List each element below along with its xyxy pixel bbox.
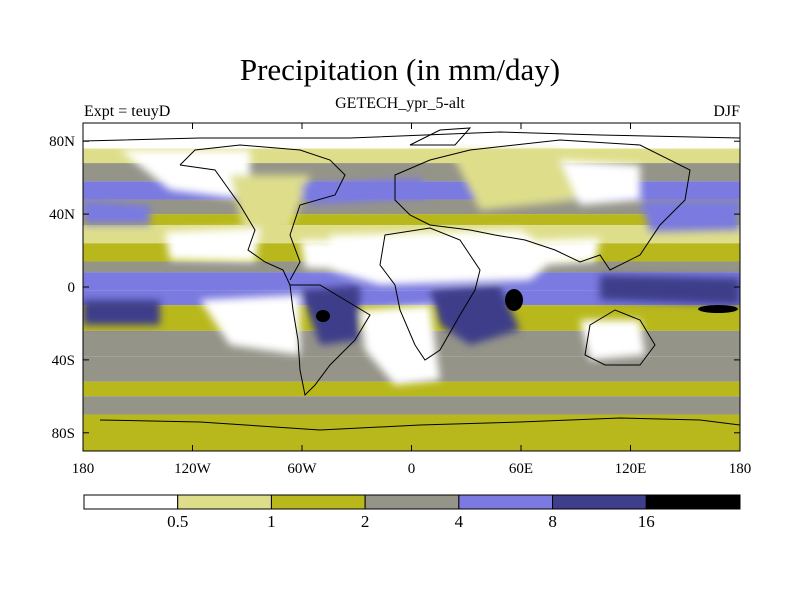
y-tick-label: 80N <box>49 134 75 150</box>
color-bar-swatch <box>458 494 554 510</box>
central-pacific-wet-patch <box>83 300 160 325</box>
chart-subtitle: GETECH_ypr_5-alt <box>335 95 465 112</box>
coastlines <box>83 127 740 431</box>
north-america-dry-patch <box>120 150 250 200</box>
experiment-label: Expt = teuyD <box>84 103 171 120</box>
north-pacific-east-storm-track <box>83 200 150 225</box>
color-bar <box>83 494 741 510</box>
x-tick-label: 60W <box>287 461 317 477</box>
latitude-band <box>83 214 740 226</box>
color-bar-swatch <box>552 494 647 510</box>
latitude-band <box>83 381 740 397</box>
eurasia-light-patch <box>450 150 580 210</box>
color-bar-swatch <box>645 494 741 510</box>
west-pacific-maximum <box>698 305 738 313</box>
color-bar-swatch <box>270 494 366 510</box>
north-america-light-patch <box>230 175 310 235</box>
color-bar-label: 0.5 <box>167 512 188 531</box>
north-america-coast <box>179 164 291 286</box>
latitude-band <box>83 396 740 415</box>
x-tick-label: 120W <box>174 461 212 477</box>
sahara-dry-patch <box>330 230 560 285</box>
south-america-maximum <box>316 310 330 322</box>
antarctica-coast <box>99 417 740 431</box>
siberia-dry-patch <box>560 160 640 205</box>
chart-title: Precipitation (in mm/day) <box>239 52 561 87</box>
color-bar-label: 8 <box>548 512 557 531</box>
y-tick-label: 40N <box>49 207 75 223</box>
color-bar-label: 1 <box>267 512 276 531</box>
north-america-east-coast <box>179 144 346 281</box>
y-tick-label: 0 <box>68 280 76 296</box>
india-dry-patch <box>540 238 600 265</box>
x-tick-label: 120E <box>615 461 647 477</box>
africa-coast <box>379 227 481 361</box>
north-pacific-storm-track <box>640 200 740 232</box>
color-bar-swatch <box>83 494 179 510</box>
color-bar-label: 16 <box>638 512 655 531</box>
latitude-band <box>83 414 740 451</box>
south-atlantic-dry-patch <box>360 305 440 385</box>
color-bar-swatch <box>364 494 460 510</box>
x-tick-label: 180 <box>72 461 95 477</box>
x-tick-label: 60E <box>509 461 533 477</box>
y-tick-label: 40S <box>52 353 75 369</box>
x-axis: 180 120W 60W 0 60E 120E 180 <box>72 123 752 477</box>
color-bar-label: 2 <box>361 512 370 531</box>
north-atlantic-east-dry-patch <box>300 240 370 270</box>
australia-dry-patch <box>580 320 645 360</box>
australia-coast <box>584 309 656 366</box>
arctic-coast <box>83 131 740 142</box>
southeast-pacific-dry-patch <box>200 295 300 355</box>
color-bar-labels: 0.5 1 2 4 8 16 <box>167 512 655 531</box>
season-label: DJF <box>713 103 740 120</box>
southern-africa-wet-patch <box>430 285 520 345</box>
y-axis: 80N 40N 0 40S 80S <box>49 134 740 442</box>
south-america-coast <box>289 284 371 397</box>
regional-patches <box>83 123 740 385</box>
x-tick-label: 0 <box>408 461 416 477</box>
color-bar-label: 4 <box>455 512 464 531</box>
color-bar-swatch <box>177 494 272 510</box>
west-pacific-wet-patch <box>600 275 740 305</box>
eurasia-coast <box>394 139 691 271</box>
precipitation-field <box>83 123 740 451</box>
y-tick-label: 80S <box>52 426 75 442</box>
north-atlantic-west-dry-patch <box>165 228 260 262</box>
africa-maximum <box>505 289 523 311</box>
north-atlantic-storm-track <box>300 178 430 205</box>
x-tick-label: 180 <box>729 461 752 477</box>
